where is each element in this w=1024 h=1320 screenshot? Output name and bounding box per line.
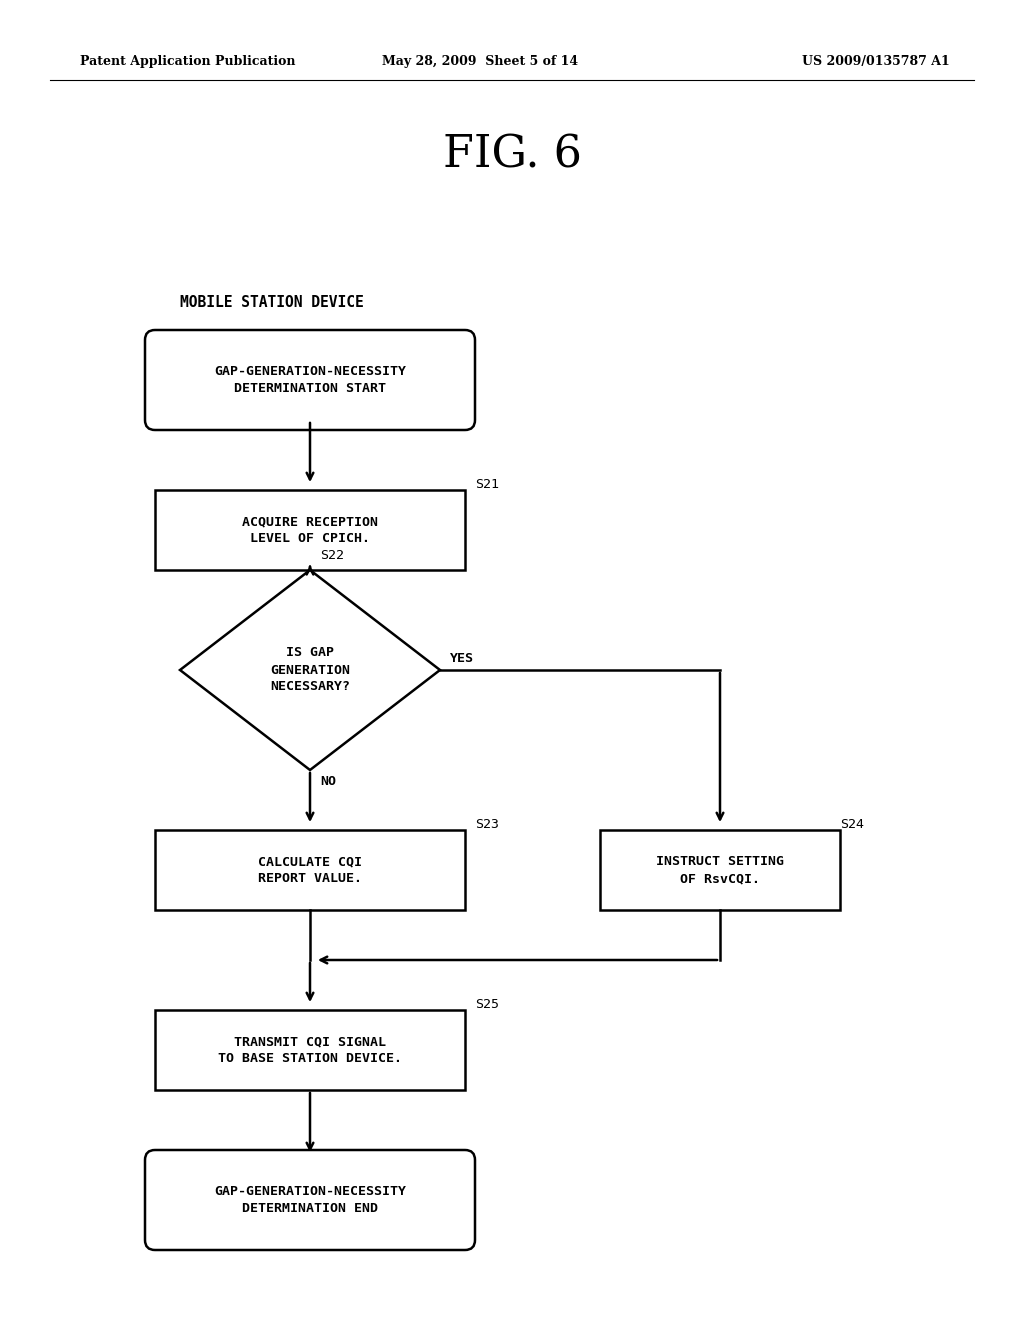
Text: TRANSMIT CQI SIGNAL
TO BASE STATION DEVICE.: TRANSMIT CQI SIGNAL TO BASE STATION DEVI… <box>218 1035 402 1065</box>
Bar <box>155 830 465 909</box>
Text: INSTRUCT SETTING
OF RsvCQI.: INSTRUCT SETTING OF RsvCQI. <box>656 855 784 884</box>
Text: FIG. 6: FIG. 6 <box>442 133 582 177</box>
Text: US 2009/0135787 A1: US 2009/0135787 A1 <box>802 55 950 69</box>
Text: CALCULATE CQI
REPORT VALUE.: CALCULATE CQI REPORT VALUE. <box>258 855 362 884</box>
Polygon shape <box>180 570 440 770</box>
Text: S23: S23 <box>475 818 499 832</box>
Text: S25: S25 <box>475 998 499 1011</box>
FancyBboxPatch shape <box>145 330 475 430</box>
Text: S22: S22 <box>319 549 344 562</box>
Text: GAP-GENERATION-NECESSITY
DETERMINATION END: GAP-GENERATION-NECESSITY DETERMINATION E… <box>214 1185 406 1214</box>
Text: S21: S21 <box>475 478 499 491</box>
Bar <box>155 490 465 570</box>
FancyBboxPatch shape <box>145 1150 475 1250</box>
Text: MOBILE STATION DEVICE: MOBILE STATION DEVICE <box>180 294 364 310</box>
Bar <box>600 830 840 909</box>
Text: ACQUIRE RECEPTION
LEVEL OF CPICH.: ACQUIRE RECEPTION LEVEL OF CPICH. <box>242 515 378 545</box>
Bar <box>155 1010 465 1090</box>
Text: YES: YES <box>450 652 474 665</box>
Text: IS GAP
GENERATION
NECESSARY?: IS GAP GENERATION NECESSARY? <box>270 647 350 693</box>
Text: GAP-GENERATION-NECESSITY
DETERMINATION START: GAP-GENERATION-NECESSITY DETERMINATION S… <box>214 366 406 395</box>
Text: May 28, 2009  Sheet 5 of 14: May 28, 2009 Sheet 5 of 14 <box>382 55 579 69</box>
Text: NO: NO <box>319 775 336 788</box>
Text: S24: S24 <box>840 818 864 832</box>
Text: Patent Application Publication: Patent Application Publication <box>80 55 296 69</box>
